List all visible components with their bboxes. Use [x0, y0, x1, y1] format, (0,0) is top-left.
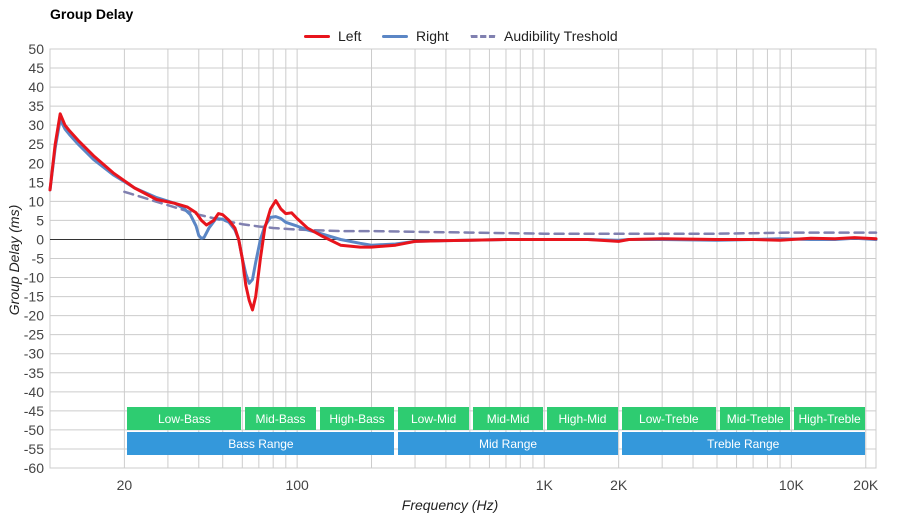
- band-mid-range: Mid Range: [398, 432, 618, 455]
- band-mid-mid: Mid-Mid: [472, 407, 544, 430]
- series-line-left: [48, 112, 878, 312]
- legend-label-left: Left: [338, 28, 362, 44]
- x-tick-label: 10K: [779, 477, 805, 493]
- band-mid-bass: Mid-Bass: [245, 407, 316, 430]
- x-axis-label: Frequency (Hz): [401, 497, 499, 513]
- y-tick-label: 45: [28, 60, 44, 76]
- y-tick-label: -5: [32, 251, 45, 267]
- band-high-treble: High-Treble: [794, 407, 865, 430]
- x-tick-label: 20K: [853, 477, 879, 493]
- y-tick-label: -60: [24, 460, 44, 476]
- x-tick-label: 2K: [610, 477, 628, 493]
- y-tick-label: 50: [28, 41, 44, 57]
- band-low-bass: Low-Bass: [127, 407, 242, 430]
- y-tick-label: 25: [28, 136, 44, 152]
- legend-label-right: Right: [416, 28, 449, 44]
- legend-swatch-right: [382, 34, 408, 38]
- legend-item-right[interactable]: Right: [382, 27, 449, 45]
- y-tick-label: 5: [36, 212, 44, 228]
- y-tick-label: -10: [24, 270, 44, 286]
- x-tick-label: 20: [117, 477, 133, 493]
- band-low-treble: Low-Treble: [621, 407, 716, 430]
- y-tick-label: -50: [24, 422, 44, 438]
- band-high-bass: High-Bass: [319, 407, 395, 430]
- series-line-audibility-treshold: [123, 190, 878, 235]
- legend-label-audibility-threshold: Audibility Treshold: [504, 28, 618, 44]
- band-bass-range: Bass Range: [127, 432, 395, 455]
- y-tick-label: -35: [24, 365, 44, 381]
- legend-swatch-audibility-threshold: [470, 34, 496, 38]
- legend-item-left[interactable]: Left: [304, 27, 361, 45]
- y-tick-label: -15: [24, 289, 44, 305]
- y-tick-label: 40: [28, 79, 44, 95]
- band-treble-range: Treble Range: [621, 432, 865, 455]
- y-tick-label: 10: [28, 193, 44, 209]
- y-tick-label: -25: [24, 327, 44, 343]
- chart-title: Group Delay: [50, 6, 134, 22]
- x-tick-label: 100: [285, 477, 309, 493]
- y-axis-label: Group Delay (ms): [6, 204, 22, 316]
- band-mid-treble: Mid-Treble: [719, 407, 791, 430]
- y-tick-label: 35: [28, 98, 44, 114]
- band-high-mid: High-Mid: [547, 407, 618, 430]
- chart-legend: Left Right Audibility Treshold: [0, 27, 900, 45]
- legend-item-audibility-threshold[interactable]: Audibility Treshold: [470, 27, 618, 45]
- x-tick-label: 1K: [536, 477, 554, 493]
- band-low-mid: Low-Mid: [398, 407, 469, 430]
- y-tick-label: -20: [24, 308, 44, 324]
- y-tick-label: -55: [24, 441, 44, 457]
- y-tick-label: -45: [24, 403, 44, 419]
- y-tick-label: -30: [24, 346, 44, 362]
- y-tick-label: 30: [28, 117, 44, 133]
- y-tick-label: 0: [36, 231, 44, 247]
- y-tick-label: -40: [24, 384, 44, 400]
- y-tick-label: 15: [28, 174, 44, 190]
- legend-swatch-left: [304, 34, 330, 38]
- y-tick-label: 20: [28, 155, 44, 171]
